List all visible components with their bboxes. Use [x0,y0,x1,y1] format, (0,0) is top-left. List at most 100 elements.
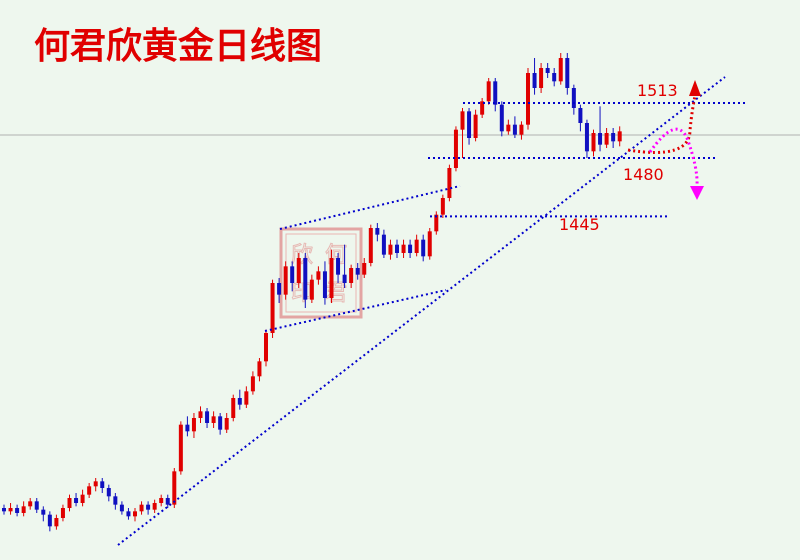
candle-body [80,494,85,503]
candle [257,358,262,382]
triangle-upper-line [279,185,461,230]
candle-body [499,104,504,132]
candle [126,508,131,520]
candle [152,499,157,513]
candle-body [126,511,131,517]
candle [322,261,327,305]
candle [401,239,406,258]
candle-body [460,111,465,130]
candle-body [224,418,229,430]
stamp-char: 何 [325,243,347,268]
candle-body [519,124,524,135]
trend-lines [117,76,726,546]
candle [342,244,347,288]
candle-body [74,498,79,503]
candle [584,119,589,158]
candle-body [60,508,65,518]
candle-body [512,124,517,135]
candle [133,508,137,522]
candle [178,421,183,475]
candle-body [388,244,393,255]
candle [205,408,210,428]
level-labels: 1513 1480 1445 [559,81,678,234]
candle-body [539,68,544,88]
candle-body [453,129,458,168]
candle [427,228,432,260]
candle-body [414,239,419,253]
candle [611,128,616,148]
candle [113,493,118,510]
stamp-char: 欣 [291,243,313,268]
candle-body [467,111,472,138]
candle [532,58,537,95]
candle-body [565,58,570,88]
candle-body [205,411,210,423]
candle-body [277,283,282,295]
candle-body [493,81,498,105]
candle-body [349,268,354,283]
candle-body [165,498,170,505]
candle-body [395,244,399,253]
candle-body [133,511,137,517]
candle [499,101,504,137]
candle-body [67,498,72,508]
candle-body [578,108,583,123]
candle-body [558,58,563,82]
candle [480,98,485,118]
candle-body [362,263,367,275]
candle-body [473,114,478,138]
bearish-path [648,127,699,187]
candle-body [440,198,445,215]
candle [290,261,295,292]
candle [2,504,6,515]
candle [493,78,498,112]
candle-body [447,168,452,198]
candle-body [434,214,439,232]
candle [139,501,144,515]
candle [598,106,603,152]
candle-body [159,498,164,503]
candle [21,501,26,517]
candle-body [598,133,603,145]
candle-body [113,496,118,505]
candle-body [21,506,26,513]
candle [467,108,472,145]
candle-body [283,266,288,295]
level-lines [428,102,745,218]
candle [506,119,511,135]
candle-body [322,271,327,298]
triangle-lower-line [264,289,447,332]
candle-body [191,418,196,432]
candle [211,411,216,428]
candle [519,121,524,140]
candle [552,68,557,87]
candle [539,63,544,93]
candle-body [119,504,124,512]
candle [250,371,255,395]
candle [237,389,242,410]
candle [159,494,164,507]
candle [60,504,65,522]
candle [146,501,151,515]
candle [349,264,354,288]
candle-body [329,258,334,298]
candle [15,504,20,517]
candle-body [545,68,550,73]
arrow-down-icon [690,186,704,200]
candle [191,413,196,438]
candle-body [480,101,485,115]
candle [434,211,439,235]
level-label-1513: 1513 [637,81,678,100]
candle-body [28,501,33,507]
candle [558,53,563,85]
candle-body [526,73,530,125]
candle-body [584,123,589,152]
candle [244,386,249,408]
candle [362,258,367,278]
candle [296,253,301,288]
candle-body [427,231,432,257]
candle [28,498,33,510]
candle-body [93,481,98,487]
candle [414,234,419,257]
chart-title: 何君欣黄金日线图 [34,25,322,67]
